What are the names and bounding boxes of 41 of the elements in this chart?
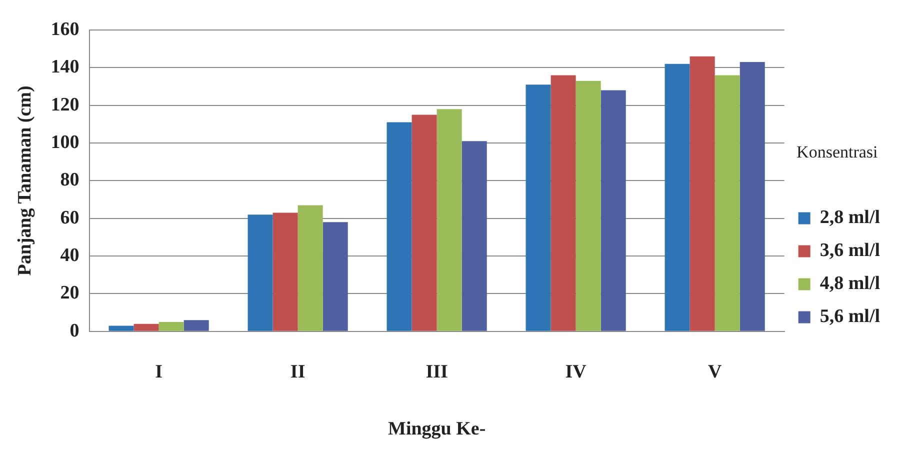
y-tick-label: 100 — [50, 132, 80, 153]
bar — [298, 205, 323, 331]
x-tick-label: IV — [565, 362, 587, 383]
bar — [600, 90, 626, 331]
bar — [664, 64, 690, 331]
legend-title: Konsentrasi — [796, 142, 878, 162]
x-tick-label: III — [426, 362, 448, 383]
bar — [436, 109, 462, 331]
legend-label: 2,8 ml/l — [820, 207, 880, 228]
y-tick-label: 0 — [70, 320, 80, 342]
bar — [272, 212, 298, 331]
legend-label: 4,8 ml/l — [820, 273, 880, 294]
bar — [248, 214, 273, 331]
x-tick-label: V — [708, 362, 722, 383]
y-axis-title: Panjang Tanaman (cm) — [14, 86, 36, 276]
bar — [108, 326, 134, 331]
y-tick-label: 160 — [50, 18, 80, 40]
bar — [740, 62, 765, 331]
bar — [714, 75, 740, 331]
x-axis-title: Minggu Ke- — [388, 418, 486, 440]
legend-label: 5,6 ml/l — [820, 306, 880, 328]
y-tick-label: 80 — [60, 170, 80, 191]
bar — [550, 75, 576, 331]
y-tick-label: 120 — [50, 94, 80, 116]
x-tick-label: I — [155, 362, 163, 383]
x-tick-label: II — [290, 362, 306, 383]
bar — [158, 322, 184, 331]
bar — [412, 114, 437, 331]
bar — [184, 320, 209, 331]
bar — [134, 324, 159, 331]
bar — [690, 56, 715, 331]
y-tick-label: 140 — [50, 56, 80, 78]
bar — [576, 80, 601, 331]
y-tick-label: 60 — [60, 207, 80, 228]
bar — [386, 122, 412, 331]
y-tick-label: 20 — [60, 282, 80, 304]
bar — [462, 141, 487, 331]
bar — [322, 222, 348, 331]
bar — [526, 84, 551, 331]
legend-label: 3,6 ml/l — [820, 240, 880, 262]
y-tick-label: 40 — [60, 244, 80, 266]
